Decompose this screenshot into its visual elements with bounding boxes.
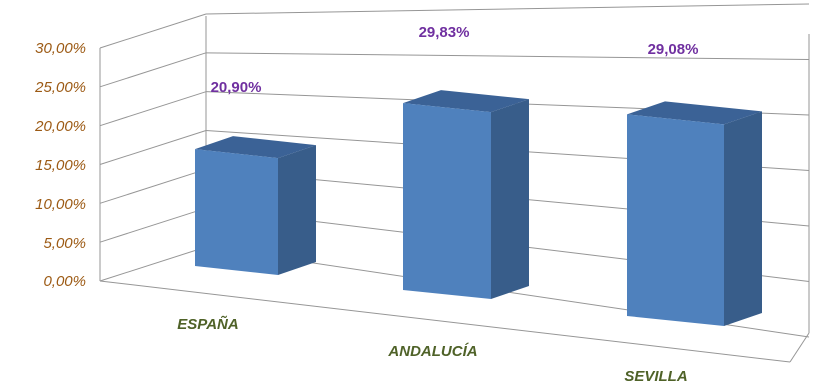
bar — [403, 90, 529, 299]
bar — [627, 101, 762, 326]
x-tick-label: SEVILLA — [624, 368, 687, 383]
data-label: 29,08% — [648, 41, 699, 58]
side-wall-gridline — [99, 246, 207, 282]
bar-front-face — [195, 149, 278, 275]
bar-top-face — [195, 136, 316, 159]
y-axis-tick-labels: 0,00% 5,00% 10,00% 15,00% 20,00% 25,00% … — [34, 40, 86, 290]
side-wall-gridline — [99, 52, 207, 88]
data-label: 20,90% — [211, 79, 262, 96]
bar — [195, 136, 316, 275]
side-wall-gridline — [99, 13, 207, 49]
data-label: 29,83% — [419, 24, 470, 41]
gridline — [205, 52, 810, 60]
x-axis-tick-labels: ESPAÑA ANDALUCÍA SEVILLA — [177, 315, 687, 383]
y-tick-label: 5,00% — [43, 235, 86, 252]
y-tick-label: 15,00% — [35, 157, 86, 174]
bar-top-face — [403, 90, 529, 113]
bar-side-face — [278, 145, 316, 275]
bar-side-face — [491, 99, 529, 299]
side-wall-gridline — [99, 207, 207, 243]
gridline — [205, 3, 810, 15]
bar-front-face — [403, 103, 491, 299]
floor-front-edge — [99, 280, 791, 363]
side-wall-gridline — [99, 168, 207, 204]
y-tick-label: 20,00% — [34, 118, 86, 135]
bar-front-face — [627, 114, 724, 326]
y-tick-label: 30,00% — [35, 40, 86, 57]
bar-top-face — [627, 101, 762, 125]
bar-side-face — [724, 111, 762, 326]
x-tick-label: ESPAÑA — [177, 315, 238, 333]
side-wall-gridline — [99, 91, 207, 127]
bars — [195, 90, 762, 326]
data-labels: 20,90% 29,83% 29,08% — [211, 24, 699, 96]
y-tick-label: 0,00% — [43, 273, 86, 290]
floor-right-edge — [789, 332, 810, 363]
side-wall-gridline — [99, 130, 207, 165]
x-tick-label: ANDALUCÍA — [387, 343, 477, 360]
y-tick-label: 10,00% — [35, 196, 86, 213]
y-tick-label: 25,00% — [34, 79, 86, 96]
